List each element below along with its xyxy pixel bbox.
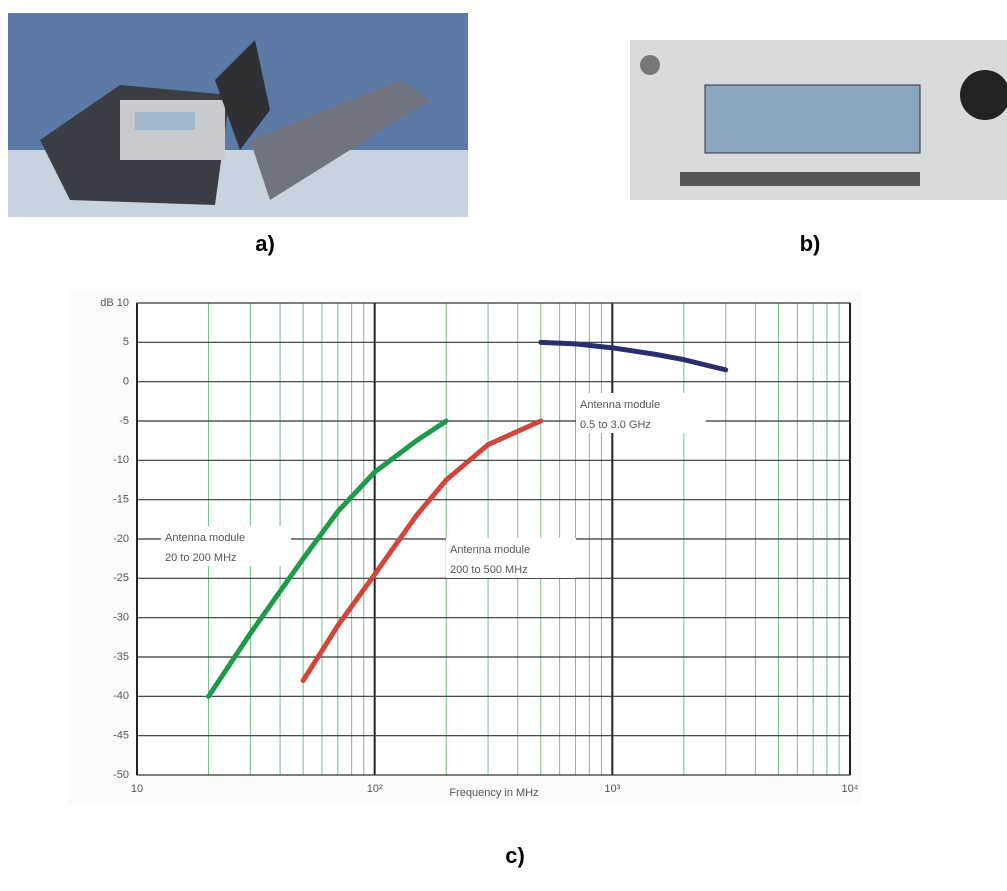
- y-tick-label: 0: [123, 376, 129, 388]
- y-tick-label: -10: [113, 454, 129, 466]
- annotation: 200 to 500 MHz: [450, 564, 528, 576]
- y-tick-label: -5: [119, 415, 129, 427]
- annotation: Antenna module: [450, 544, 530, 556]
- caption: a): [255, 231, 275, 256]
- y-tick-label: 5: [123, 336, 129, 348]
- x-tick-label: 10²: [367, 783, 383, 795]
- y-tick-label: -30: [113, 612, 129, 624]
- y-tick-label: -40: [113, 690, 129, 702]
- photo-b: [630, 40, 1007, 200]
- data-line: [206, 418, 449, 699]
- annotation-background: [161, 526, 291, 566]
- y-tick-label: -20: [113, 533, 129, 545]
- annotation: 20 to 200 MHz: [165, 552, 237, 564]
- annotation-background: [576, 393, 706, 433]
- caption: b): [800, 231, 821, 256]
- y-tick-label: -45: [113, 730, 129, 742]
- annotation: 0.5 to 3.0 GHz: [580, 419, 651, 431]
- y-tick-label: -15: [113, 494, 129, 506]
- caption: c): [505, 843, 525, 868]
- annotation-background: [446, 538, 576, 578]
- x-tick-label: 10: [131, 783, 143, 795]
- photo-a: [8, 13, 468, 217]
- y-tick-label: dB 10: [100, 297, 129, 309]
- y-tick-label: -35: [113, 651, 129, 663]
- x-tick-label: 10⁴: [842, 783, 859, 795]
- y-tick-label: -25: [113, 572, 129, 584]
- data-line: [300, 418, 544, 684]
- annotation: Antenna module: [165, 532, 245, 544]
- y-tick-label: -50: [113, 769, 129, 781]
- x-axis-label: Frequency in MHz: [449, 787, 538, 799]
- x-tick-label: 10³: [604, 783, 620, 795]
- data-line: [538, 339, 729, 373]
- annotation: Antenna module: [580, 399, 660, 411]
